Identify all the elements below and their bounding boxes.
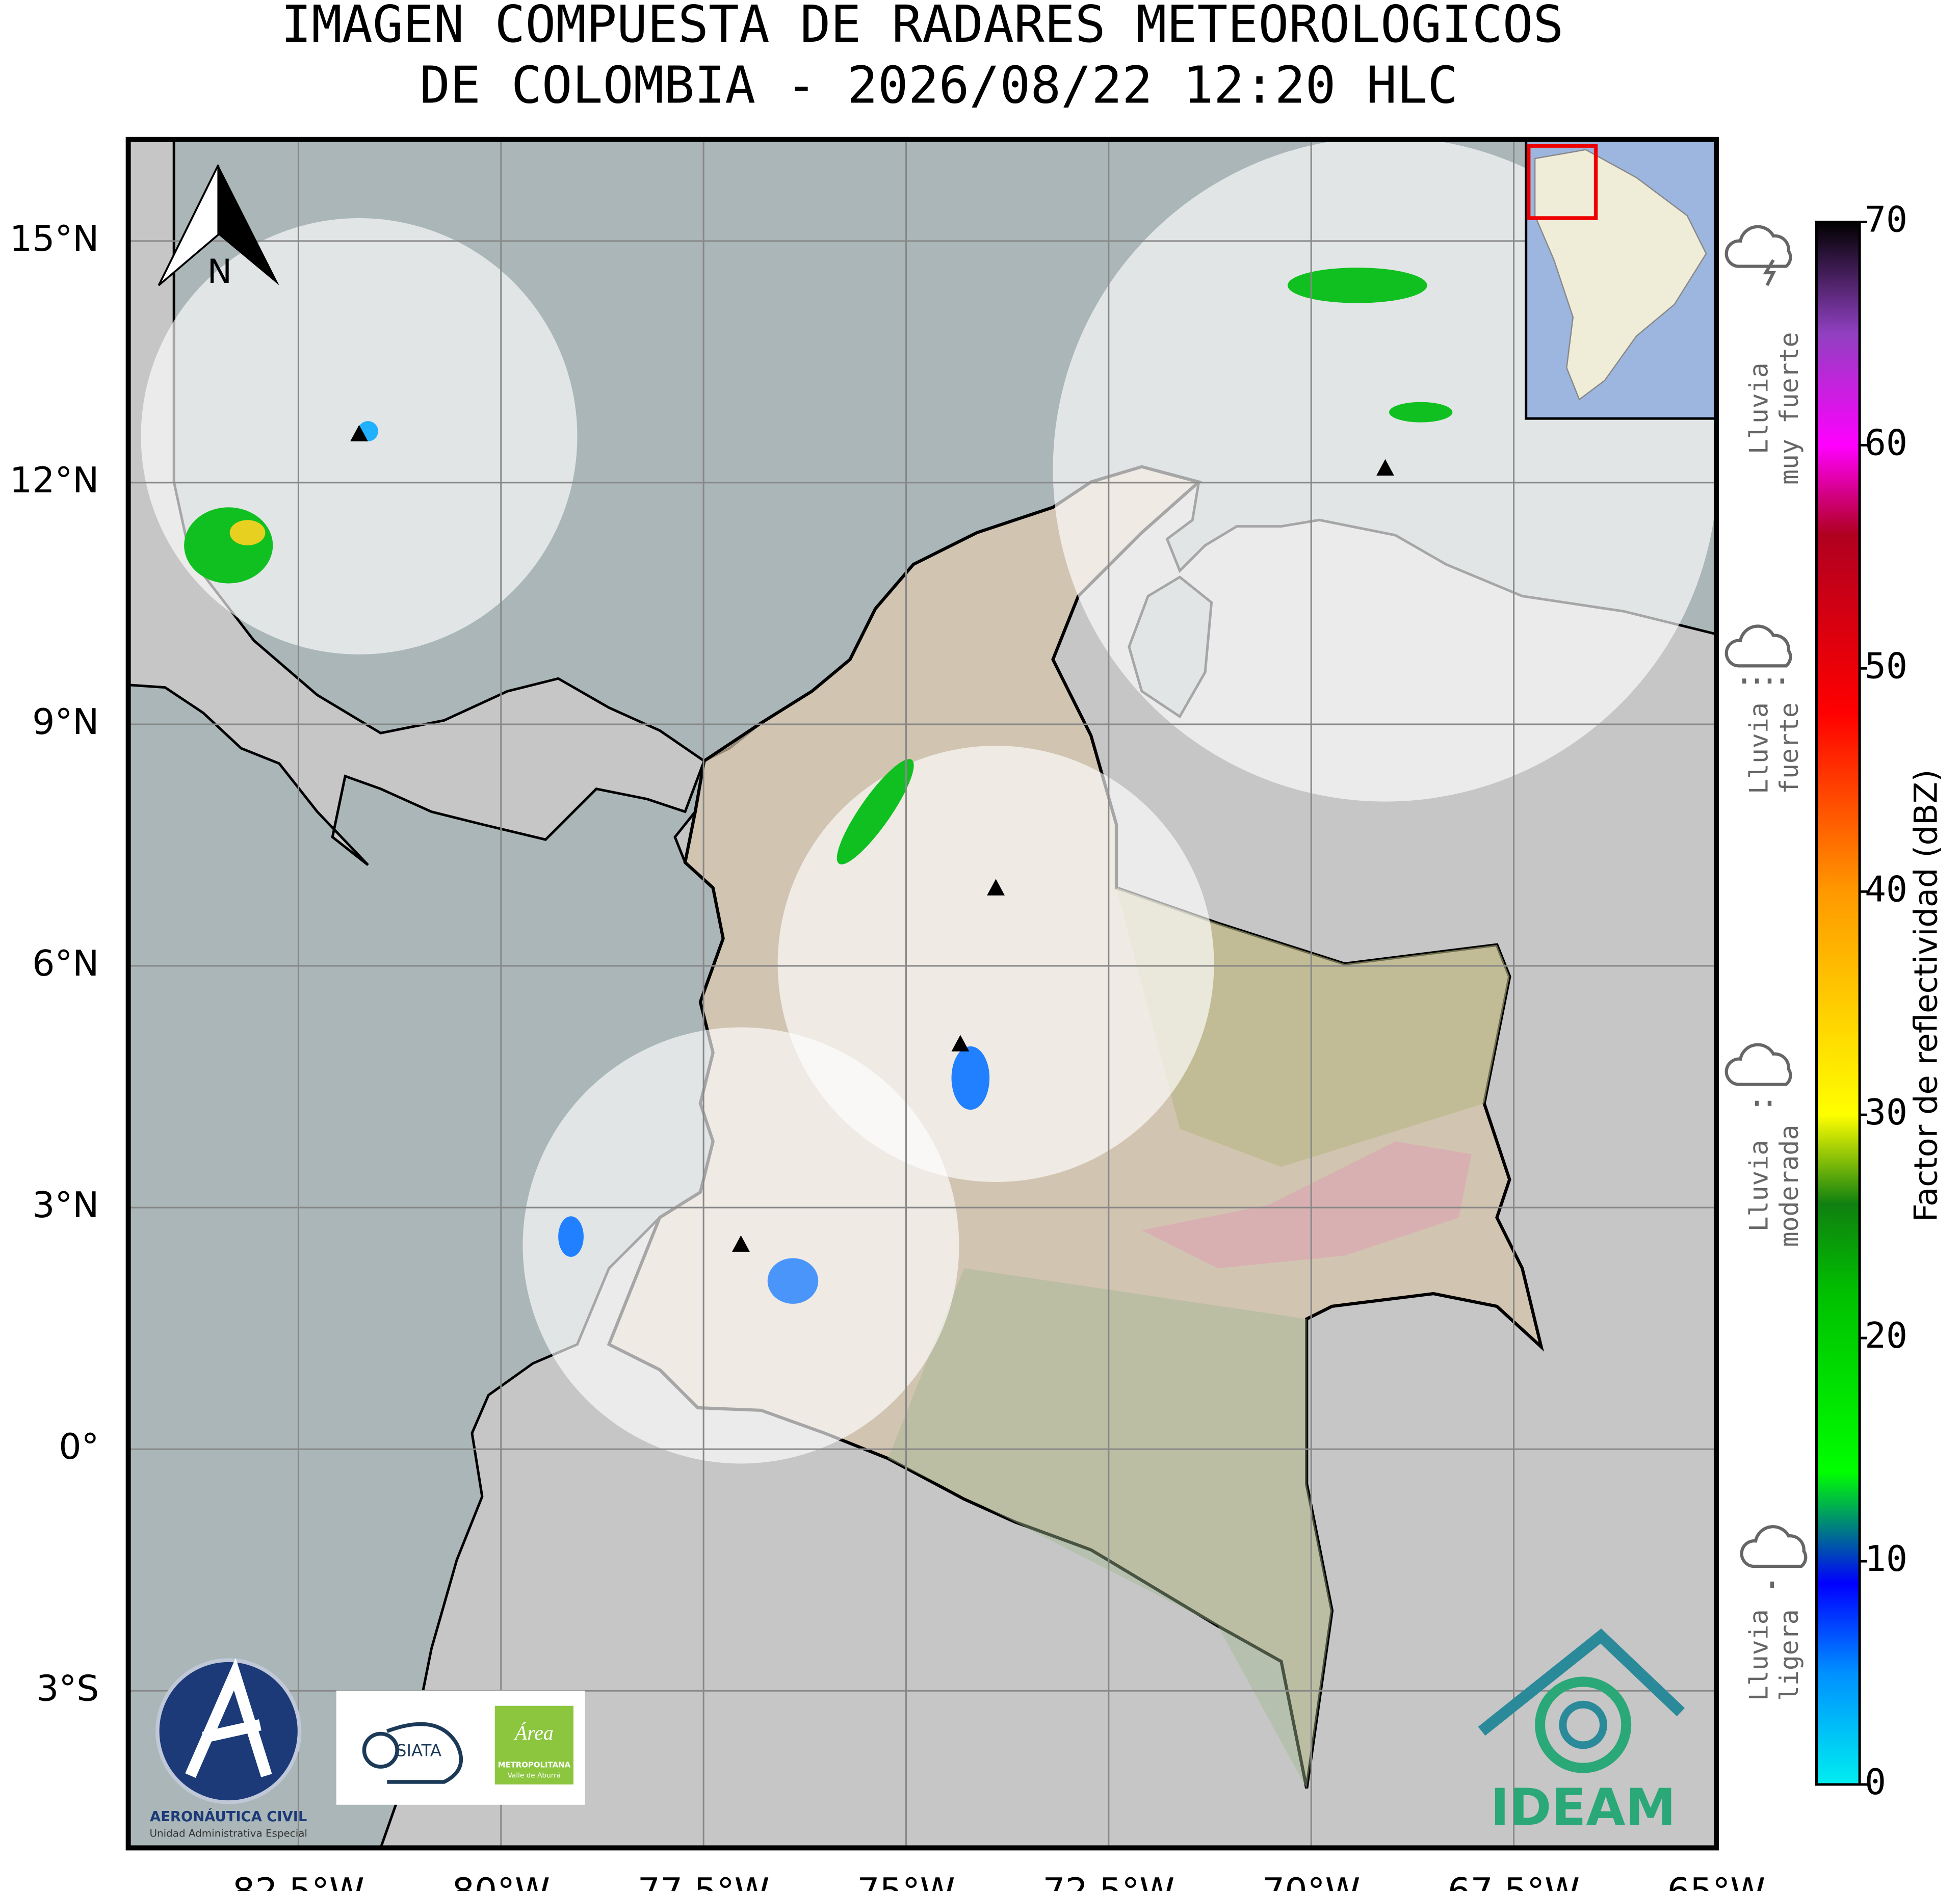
logo-text: Área (513, 1722, 554, 1744)
x-tick-label: 65°W (1667, 1871, 1765, 1891)
logo-text: AERONÁUTICA CIVIL (150, 1808, 307, 1825)
logo-text: METROPOLITANA (498, 1761, 571, 1770)
rain-legend-label: Lluvia (1744, 1609, 1774, 1701)
colorbar-tick-label: 70 (1865, 199, 1907, 240)
region (888, 1268, 1332, 1789)
y-tick-label: 9°N (32, 701, 99, 743)
x-tick-label: 77.5°W (638, 1871, 770, 1891)
colorbar-tick-label: 60 (1865, 422, 1907, 463)
north-label: N (207, 253, 232, 291)
region (1116, 887, 1510, 1167)
grid (128, 139, 1716, 1848)
rain-legend-label: Lluvia (1744, 702, 1774, 794)
rain-legend-label: ligera (1774, 1609, 1804, 1701)
colorbar: 0 10 20 30 40 50 60 70 Factor de reflectividad (… (1815, 199, 1945, 1803)
y-tick-label: 6°N (32, 943, 99, 984)
logo-text: IDEAM (1491, 1779, 1676, 1837)
rain-legend-label: fuerte (1774, 702, 1804, 794)
y-tick-label: 12°N (10, 460, 99, 501)
logo-aerocivil: AERONÁUTICA CIVIL Unidad Administrativa … (149, 1658, 307, 1840)
y-tick-label: 3°S (36, 1668, 99, 1709)
rain-icons (1727, 227, 1806, 1588)
colorbar-tick-label: 20 (1865, 1315, 1907, 1356)
y-tick-label: 0° (59, 1426, 99, 1467)
logo-text: Valle de Aburrá (508, 1772, 561, 1780)
logo-text: SIATA (396, 1741, 441, 1760)
colorbar-tick-label: 40 (1865, 869, 1907, 910)
subtitle: DE COLOMBIA - 2026/08/22 12:20 HLC (420, 57, 1458, 115)
y-tick-label: 15°N (10, 218, 99, 259)
colorbar-tick-label: 30 (1865, 1092, 1907, 1133)
colorbar-tick-label: 50 (1865, 645, 1907, 687)
map-area: N AERONÁUTICA CIVIL Unidad Administrativ… (128, 139, 1716, 1848)
land (128, 139, 706, 866)
x-tick-label: 82.5°W (232, 1871, 364, 1891)
x-tick-label: 67.5°W (1448, 1871, 1580, 1891)
inset-map (1525, 139, 1716, 420)
title: IMAGEN COMPUESTA DE RADARES METEOROLOGIC… (281, 0, 1563, 54)
rain-legend-label: moderada (1774, 1125, 1804, 1247)
x-tick-label: 75°W (857, 1871, 955, 1891)
logo-ideam: IDEAM (1478, 1629, 1685, 1837)
colorbar-tick-label: 10 (1865, 1538, 1907, 1580)
rain-legend-label: Lluvia (1744, 362, 1774, 454)
colorbar-tick-label: 0 (1865, 1762, 1886, 1803)
rain-legend-label: muy fuerte (1774, 332, 1804, 485)
x-tick-label: 70°W (1262, 1871, 1360, 1891)
x-tick-label: 80°W (452, 1871, 550, 1891)
x-tick-label: 72.5°W (1042, 1871, 1174, 1891)
logo-text: Unidad Administrativa Especial (149, 1828, 307, 1840)
axes: 82.5°W 80°W 77.5°W 75°W 72.5°W 70°W 67.5°W 65°W… (10, 218, 1765, 1891)
map-frame (125, 137, 1719, 1851)
y-tick-label: 3°N (32, 1185, 99, 1226)
rain-legend-label: Lluvia (1744, 1140, 1774, 1232)
colorbar-bar (1815, 220, 1861, 1786)
radar-echoes (184, 268, 1453, 1304)
logo-siata-area: SIATA Área METROPOLITANA Valle de Aburrá (336, 1690, 585, 1805)
region (1141, 1141, 1472, 1269)
radar-sites (350, 425, 1394, 1252)
colorbar-label: Factor de reflectividad (dBZ) (1907, 770, 1945, 1222)
